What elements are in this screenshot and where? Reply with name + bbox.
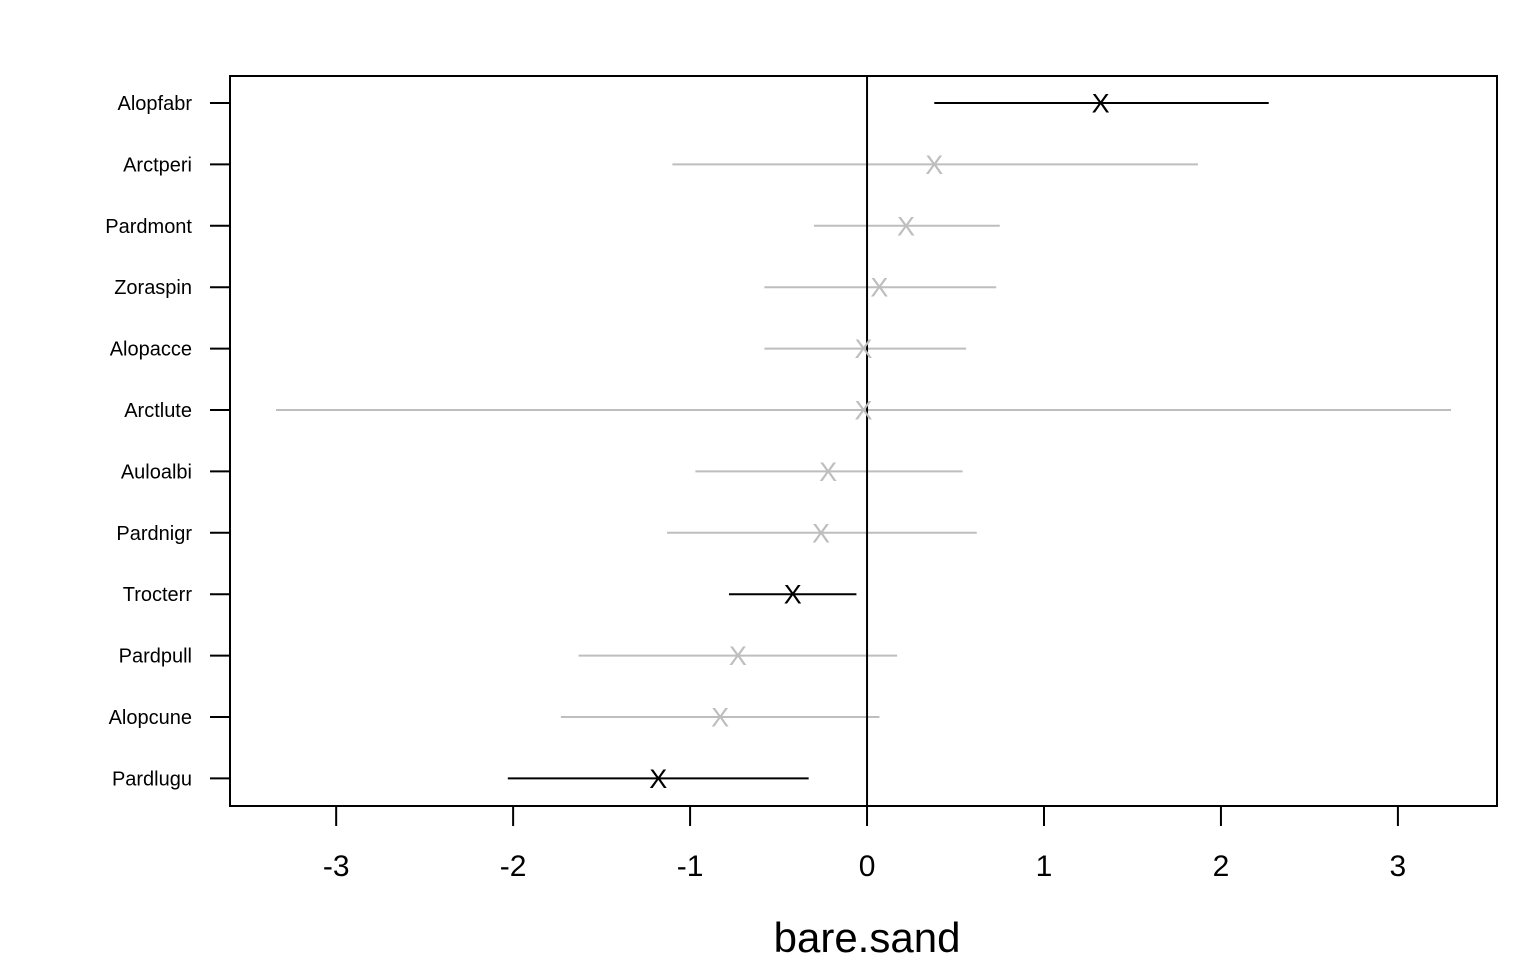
estimate-pardpull: X [729,641,747,671]
x-tick-label: -1 [677,850,704,883]
y-label-arctperi: Arctperi [123,154,192,176]
estimate-alopacce: X [854,334,872,364]
estimate-arctperi: X [925,150,943,180]
x-axis-title: bare.sand [774,914,961,960]
estimate-arctlute: X [854,396,872,426]
y-axis: Alopfabr Arctperi Pardmont Zoraspin Alopacce… [105,93,230,790]
y-label-trocterr: Trocterr [123,584,193,606]
x-tick-label: -2 [500,850,527,883]
estimate-pardlugu: X [649,764,667,794]
y-label-pardpull: Pardpull [119,646,192,668]
interval-layer [276,102,1451,780]
y-label-alopcune: Alopcune [109,707,192,729]
y-label-alopfabr: Alopfabr [118,93,193,115]
x-tick-label: 3 [1390,850,1407,883]
y-label-auloalbi: Auloalbi [121,461,192,483]
x-axis: -3 -2 -1 0 1 2 3 [323,806,1406,883]
estimate-layer: X X X X X X X X X X X X [649,89,1109,794]
x-tick-label: 1 [1036,850,1053,883]
y-label-zoraspin: Zoraspin [114,277,192,299]
estimate-alopcune: X [711,703,729,733]
estimate-zoraspin: X [870,273,888,303]
estimate-auloalbi: X [819,457,837,487]
estimate-trocterr: X [784,580,802,610]
y-label-pardmont: Pardmont [105,216,192,238]
y-label-arctlute: Arctlute [124,400,192,422]
y-label-pardnigr: Pardnigr [116,523,192,545]
x-tick-label: 2 [1213,850,1230,883]
y-label-pardlugu: Pardlugu [112,768,192,790]
x-tick-label: -3 [323,850,350,883]
x-tick-label: 0 [859,850,876,883]
plot-frame [229,75,1498,807]
estimate-pardmont: X [897,211,915,241]
y-label-alopacce: Alopacce [110,339,192,361]
estimate-alopfabr: X [1092,89,1110,119]
estimate-pardnigr: X [812,518,830,548]
